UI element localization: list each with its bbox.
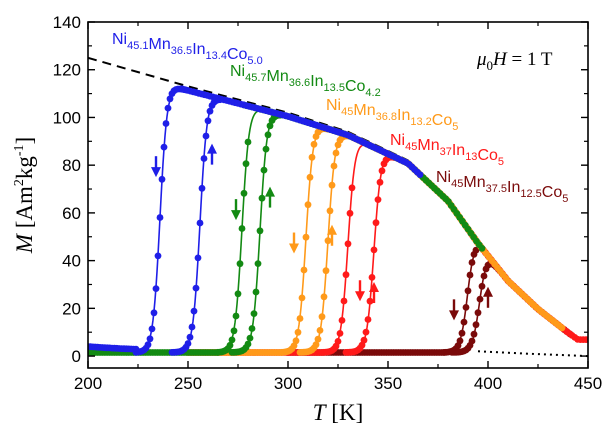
axes: 200 250 300 350 400 450 0 20 40 60 80 100 120 140 [53, 13, 603, 393]
plot-area [88, 56, 588, 358]
x-tick-label: 250 [174, 374, 202, 393]
heating-arrow [483, 286, 493, 308]
data-point [582, 336, 588, 343]
y-tick-label: 0 [72, 347, 81, 366]
y-tick-label: 100 [53, 108, 81, 127]
x-tick-label: 300 [274, 374, 302, 393]
data-point [558, 324, 566, 332]
transition-line [282, 128, 327, 353]
y-tick-label: 120 [53, 61, 81, 80]
y-tick-label: 80 [62, 156, 81, 175]
cooling-arrow [449, 299, 459, 321]
heating-arrow [327, 224, 337, 246]
transition-line [304, 135, 348, 353]
y-axis-title: M [Am2kg-1] [12, 137, 37, 254]
heating-arrow [265, 186, 275, 208]
transition-line [323, 143, 369, 354]
field-annotation: μ0H = 1 T [476, 49, 553, 73]
legend-label-0: Ni45.1Mn36.5In13.4Co5.0 [112, 31, 263, 67]
heating-arrow [207, 143, 217, 165]
x-tick-label: 200 [74, 374, 102, 393]
cooling-arrow [231, 199, 241, 221]
x-tick-label: 400 [474, 374, 502, 393]
y-tick-label: 20 [62, 299, 81, 318]
dotted-reference-curve [477, 350, 588, 358]
cooling-arrow [289, 232, 299, 254]
legend-label-2: Ni45Mn36.8In13.2Co5 [326, 97, 458, 133]
transition-line [135, 88, 180, 353]
legend-label-3: Ni45Mn37In13Co5 [390, 132, 504, 168]
y-tick-label: 40 [62, 252, 81, 271]
transition-line [175, 98, 220, 353]
transition-line [217, 109, 262, 353]
y-tick-label: 60 [62, 204, 81, 223]
legend: Ni45.1Mn36.5In13.4Co5.0Ni45.7Mn36.6In13.… [112, 31, 568, 205]
cooling-arrow [355, 280, 365, 302]
transition-line [235, 114, 280, 353]
series-0 [88, 85, 424, 356]
data-point [478, 244, 486, 252]
heating-arrow [369, 282, 379, 304]
data-point [416, 171, 424, 179]
cooling-arrow [151, 156, 161, 178]
transition-line [349, 156, 395, 354]
x-axis-title: T [K] [313, 400, 363, 425]
legend-label-4: Ni45Mn37.5In12.5Co5 [436, 169, 568, 205]
y-tick-label: 140 [53, 13, 81, 32]
x-tick-label: 450 [574, 374, 602, 393]
legend-label-1: Ni45.7Mn36.6In13.5Co4.2 [230, 63, 381, 99]
x-tick-label: 350 [374, 374, 402, 393]
